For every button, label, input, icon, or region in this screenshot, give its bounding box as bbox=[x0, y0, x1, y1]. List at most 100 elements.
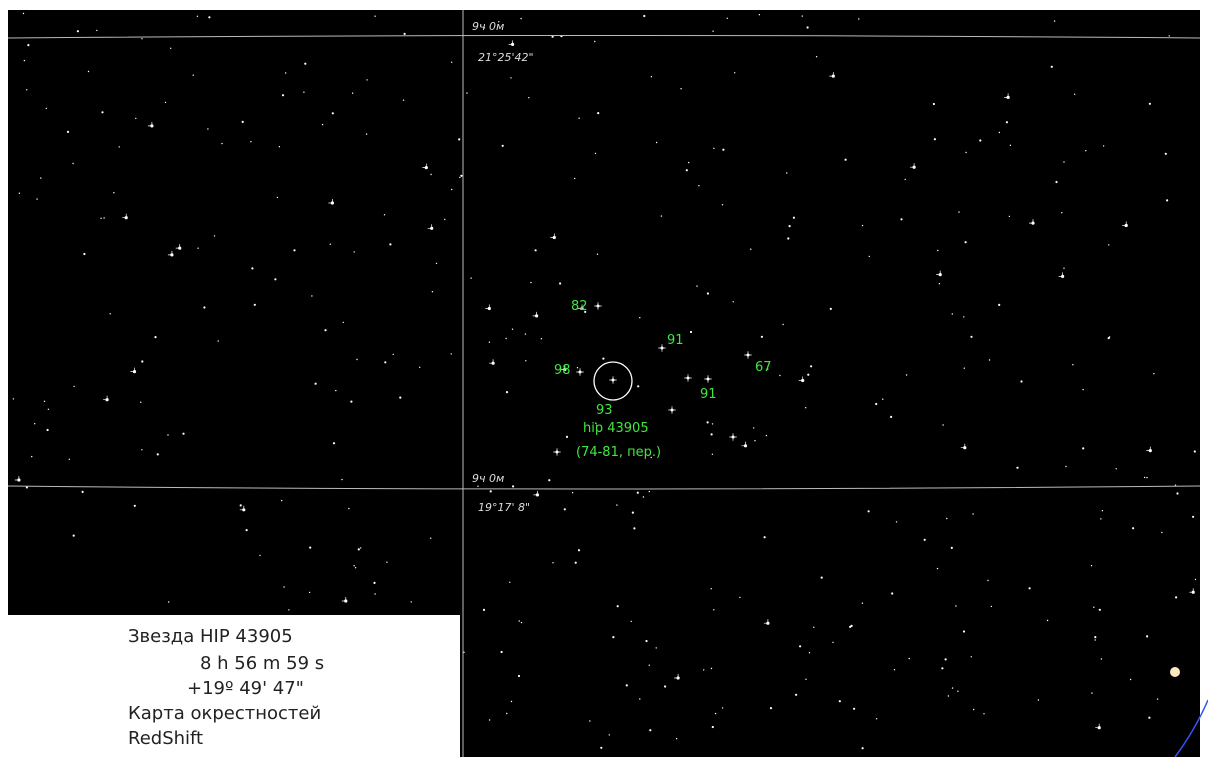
star bbox=[285, 72, 287, 74]
star-spike bbox=[1146, 446, 1151, 451]
star bbox=[805, 407, 807, 409]
star bbox=[721, 707, 724, 709]
star-spike bbox=[1029, 219, 1034, 224]
star bbox=[509, 581, 511, 583]
star-spike bbox=[960, 443, 966, 449]
star bbox=[113, 192, 115, 194]
target-note: (74-81, пер.) bbox=[576, 445, 661, 460]
star bbox=[1093, 606, 1095, 608]
star bbox=[577, 549, 581, 552]
star bbox=[589, 720, 591, 722]
star bbox=[23, 59, 26, 62]
star bbox=[331, 112, 334, 115]
star bbox=[1146, 635, 1149, 638]
star bbox=[963, 367, 965, 369]
star bbox=[1082, 388, 1084, 391]
star bbox=[710, 588, 712, 590]
star-spike bbox=[130, 367, 135, 372]
star bbox=[1091, 692, 1093, 694]
star bbox=[1008, 215, 1011, 218]
star bbox=[1156, 698, 1159, 700]
star bbox=[133, 504, 136, 507]
star bbox=[335, 389, 337, 392]
star bbox=[998, 303, 1001, 306]
star bbox=[1129, 678, 1132, 681]
star-spike bbox=[532, 311, 537, 317]
star bbox=[314, 382, 317, 385]
star bbox=[1074, 93, 1076, 96]
star bbox=[815, 56, 818, 58]
star-spike bbox=[239, 505, 245, 511]
star bbox=[932, 102, 936, 106]
orbit-line bbox=[1174, 699, 1208, 757]
star-spike bbox=[744, 351, 752, 359]
star bbox=[353, 565, 355, 567]
star bbox=[383, 214, 386, 216]
star bbox=[505, 391, 509, 394]
star bbox=[141, 360, 144, 363]
star bbox=[1115, 468, 1117, 470]
star-spike bbox=[427, 224, 433, 229]
star bbox=[596, 253, 599, 255]
star bbox=[308, 591, 311, 594]
star bbox=[810, 365, 813, 368]
star bbox=[239, 504, 242, 507]
star bbox=[68, 458, 71, 460]
star bbox=[309, 546, 312, 549]
star bbox=[1098, 608, 1101, 611]
star bbox=[365, 133, 368, 135]
star bbox=[955, 605, 957, 607]
star bbox=[47, 408, 50, 410]
star bbox=[451, 61, 453, 63]
star-spike bbox=[741, 441, 746, 447]
star bbox=[965, 151, 967, 154]
star bbox=[750, 248, 752, 250]
star-spike bbox=[763, 619, 769, 624]
star bbox=[167, 434, 169, 436]
star bbox=[633, 527, 636, 530]
star bbox=[1108, 336, 1111, 338]
star bbox=[18, 192, 21, 194]
star bbox=[763, 536, 766, 539]
star-spike bbox=[674, 674, 679, 679]
star bbox=[779, 374, 781, 377]
star bbox=[1102, 145, 1105, 147]
star bbox=[616, 504, 618, 506]
star bbox=[642, 496, 645, 498]
star bbox=[251, 267, 254, 270]
star bbox=[510, 700, 513, 703]
star bbox=[419, 366, 421, 368]
star bbox=[636, 491, 639, 494]
star bbox=[501, 144, 504, 147]
star bbox=[283, 586, 285, 588]
star bbox=[820, 576, 823, 579]
star bbox=[941, 667, 944, 670]
star bbox=[551, 35, 554, 38]
star bbox=[304, 62, 307, 65]
star-spike bbox=[103, 395, 108, 401]
star-spike bbox=[14, 476, 20, 481]
star bbox=[578, 117, 580, 119]
star bbox=[905, 374, 908, 376]
star bbox=[944, 658, 947, 661]
star bbox=[203, 306, 206, 309]
star bbox=[470, 277, 472, 279]
star bbox=[685, 169, 688, 172]
star bbox=[574, 177, 576, 180]
star bbox=[890, 415, 893, 418]
star bbox=[631, 511, 635, 514]
star-spike bbox=[936, 270, 941, 275]
star bbox=[1146, 476, 1148, 479]
star bbox=[616, 605, 619, 608]
star bbox=[459, 176, 461, 179]
star-spike bbox=[560, 365, 566, 370]
star bbox=[988, 359, 991, 361]
star bbox=[482, 608, 486, 612]
star bbox=[72, 162, 74, 165]
star bbox=[711, 423, 714, 425]
ra-label: 9ч 0м bbox=[472, 472, 504, 485]
star-spike bbox=[704, 375, 712, 383]
star bbox=[799, 645, 802, 648]
star bbox=[192, 74, 194, 76]
star bbox=[341, 478, 343, 481]
